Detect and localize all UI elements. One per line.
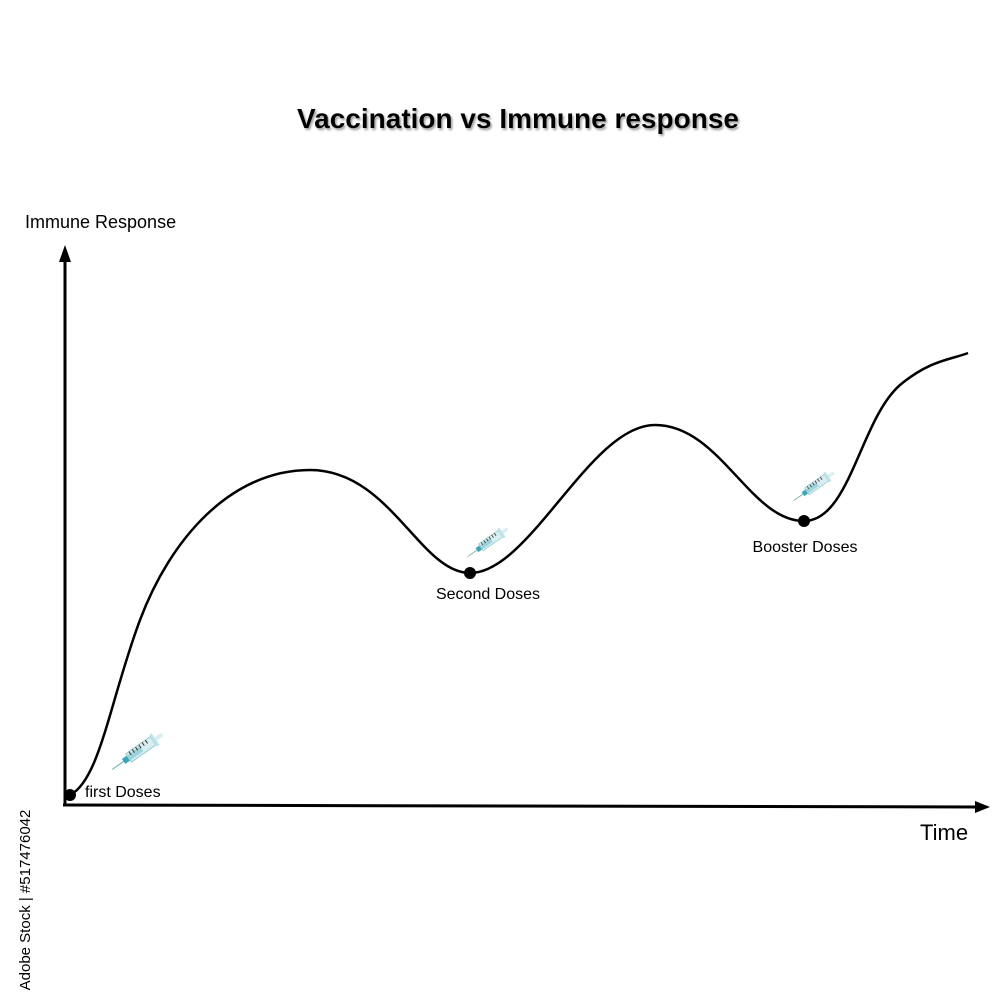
- syringe-icon: [790, 467, 838, 506]
- x-axis-label: Time: [920, 820, 968, 845]
- title: Vaccination vs Immune response: [297, 103, 739, 134]
- annotation: Second Doses: [436, 586, 540, 603]
- annotation: Booster Doses: [753, 539, 858, 556]
- annotation: first Doses: [85, 784, 161, 801]
- syringe-icon: [464, 523, 512, 562]
- watermark: Adobe Stock | #517476042: [17, 810, 34, 991]
- syringe-icon: [107, 728, 167, 776]
- dose-point: [798, 515, 810, 527]
- dose-point: [64, 789, 76, 801]
- y-axis-label: Immune Response: [25, 212, 176, 232]
- dose-point: [464, 567, 476, 579]
- x-axis: [62, 803, 981, 809]
- response-curve: [69, 351, 969, 797]
- x-axis-arrow: [975, 801, 990, 813]
- y-axis-arrow: [59, 245, 71, 262]
